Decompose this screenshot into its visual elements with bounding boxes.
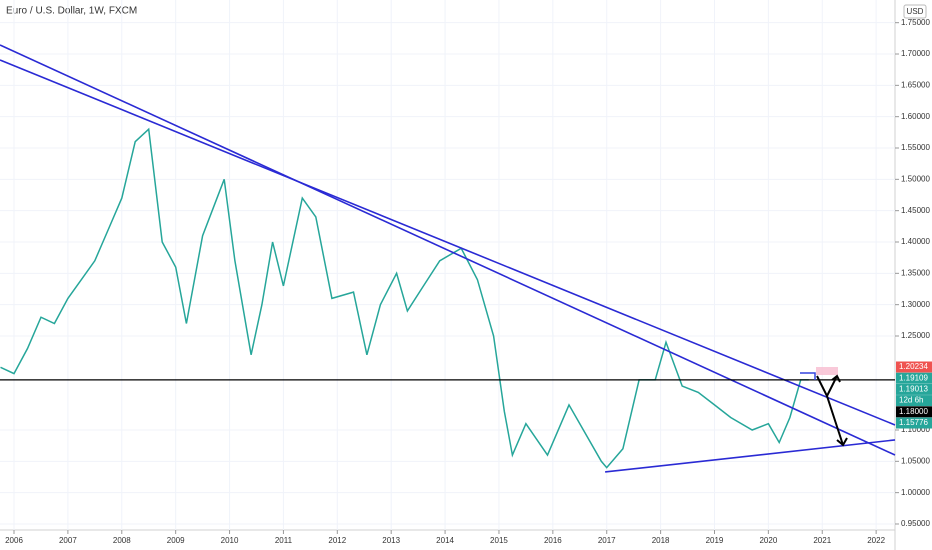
x-tick-label: 2008 <box>113 536 131 545</box>
price-label-box <box>896 417 932 429</box>
x-tick-label: 2014 <box>436 536 454 545</box>
range-box <box>816 367 838 375</box>
y-tick-label: 1.05000 <box>901 456 930 465</box>
y-tick-label: 1.65000 <box>901 80 930 89</box>
x-tick-label: 2020 <box>759 536 777 545</box>
y-tick-label: 1.25000 <box>901 331 930 340</box>
price-label-box <box>896 383 932 395</box>
y-tick-label: 1.35000 <box>901 268 930 277</box>
currency-box <box>903 4 927 19</box>
y-tick-label: 1.55000 <box>901 143 930 152</box>
y-tick-label: 1.00000 <box>901 488 930 497</box>
y-tick-label: 1.75000 <box>901 18 930 27</box>
x-tick-label: 2011 <box>275 536 293 545</box>
trendline <box>0 44 896 456</box>
y-tick-label: 1.70000 <box>901 49 930 58</box>
x-tick-label: 2021 <box>813 536 831 545</box>
drawing <box>800 372 816 380</box>
x-tick-label: 2015 <box>490 536 508 545</box>
arrow-head <box>831 374 841 383</box>
y-tick-label: 1.45000 <box>901 206 930 215</box>
arrows <box>816 374 848 447</box>
price-label: 1.18000 <box>899 407 928 416</box>
x-tick-label: 2007 <box>59 536 77 545</box>
arrow-path <box>826 395 844 446</box>
x-tick-label: 2010 <box>221 536 239 545</box>
price-label-box <box>896 372 932 384</box>
x-tick-label: 2019 <box>706 536 724 545</box>
price-label: 1.15776 <box>899 418 928 427</box>
x-tick-label: 2016 <box>544 536 562 545</box>
x-tick-label: 2022 <box>867 536 885 545</box>
trendline <box>0 59 896 426</box>
x-tick-label: 2013 <box>382 536 400 545</box>
y-tick-label: 1.40000 <box>901 237 930 246</box>
price-label: 1.20234 <box>899 362 928 371</box>
chart-title: Euro / U.S. Dollar, 1W, FXCM <box>6 6 137 17</box>
y-tick-label: 1.60000 <box>901 112 930 121</box>
x-tick-label: 2018 <box>652 536 670 545</box>
price-label: 12d 6h <box>899 396 923 405</box>
y-tick-label: 1.30000 <box>901 300 930 309</box>
arrow-head <box>836 437 848 447</box>
price-line <box>0 127 809 469</box>
y-tick-label: 1.10000 <box>901 425 930 434</box>
x-tick-label: 2012 <box>328 536 346 545</box>
y-tick-label: 1.50000 <box>901 174 930 183</box>
x-tick-label: 2017 <box>598 536 616 545</box>
price-label: 1.19109 <box>899 373 928 382</box>
price-label-box <box>896 361 932 373</box>
y-tick-label: 0.95000 <box>901 519 930 528</box>
trendline <box>605 439 896 473</box>
price-label-box <box>896 406 932 418</box>
currency: USD <box>907 7 924 16</box>
price-label: 1.19013 <box>899 385 928 394</box>
price-label-box <box>896 395 932 407</box>
x-tick-label: 2009 <box>167 536 185 545</box>
plot <box>0 0 896 530</box>
x-tick-label: 2006 <box>5 536 23 545</box>
